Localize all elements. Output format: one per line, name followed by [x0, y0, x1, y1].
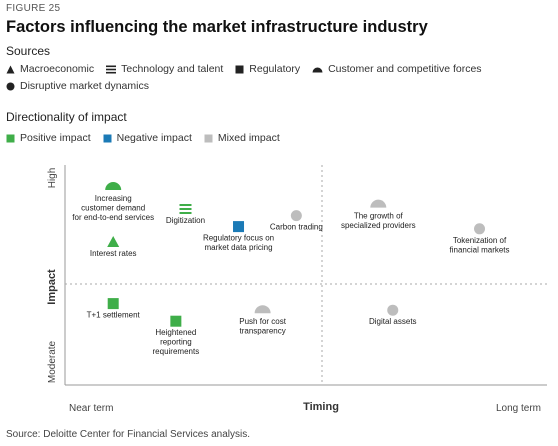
sources-legend-row-1: Macroeconomic Technology and talent Regu…	[6, 63, 494, 75]
data-point-5: Tokenization of financial markets	[450, 223, 510, 254]
circle-marker	[290, 210, 302, 222]
mixed-swatch-icon	[204, 134, 213, 142]
negative-swatch-icon	[103, 134, 112, 142]
legend-item-technology: Technology and talent	[106, 63, 223, 75]
figure-label: FIGURE 25	[6, 3, 61, 14]
legend-item-mixed: Mixed impact	[204, 132, 280, 144]
legend-label: Macroeconomic	[20, 63, 95, 75]
data-label: Interest rates	[90, 249, 137, 258]
legend-item-disruptive: Disruptive market dynamics	[6, 80, 149, 92]
chart-title: Factors influencing the market infrastru…	[6, 18, 428, 36]
y-axis-label: Impact	[46, 269, 58, 305]
square-icon	[235, 65, 244, 73]
data-label: Tokenization of financial markets	[450, 236, 510, 255]
positive-swatch-icon	[6, 134, 15, 142]
data-point-7: T+1 settlement	[87, 298, 141, 320]
legend-item-regulatory: Regulatory	[235, 63, 300, 75]
legend-label: Positive impact	[20, 132, 91, 144]
square-marker	[107, 298, 119, 310]
data-label: Digital assets	[369, 317, 417, 326]
half-circle-marker	[254, 305, 271, 314]
sources-legend-row-2: Disruptive market dynamics	[6, 80, 161, 92]
x-axis-label: Timing	[303, 401, 339, 413]
data-label: Heightened reporting requirements	[153, 328, 200, 356]
data-label: T+1 settlement	[87, 311, 141, 320]
legend-label: Mixed impact	[217, 132, 280, 144]
triangle-icon	[6, 65, 15, 73]
x-tick-label-near-term: Near term	[69, 403, 113, 414]
data-point-0: Increasing customer demand for end-to-end …	[72, 182, 154, 222]
triangle-marker	[107, 236, 120, 247]
half-circle-marker	[105, 182, 122, 190]
legend-item-positive: Positive impact	[6, 132, 91, 144]
stacked-lines-icon	[106, 65, 117, 73]
data-point-8: Push for cost transparency	[239, 305, 287, 336]
legend-item-negative: Negative impact	[103, 132, 192, 144]
source-footnote: Source: Deloitte Center for Financial Se…	[6, 429, 250, 440]
data-point-4: Regulatory focus on market data pricing	[203, 221, 274, 252]
y-tick-label-moderate: Moderate	[47, 340, 58, 383]
directionality-heading: Directionality of impact	[6, 110, 127, 124]
data-point-10: Heightened reporting requirements	[153, 315, 200, 356]
y-tick-label-high: High	[47, 168, 58, 189]
legend-label: Technology and talent	[121, 63, 224, 75]
legend-label: Customer and competitive forces	[328, 63, 482, 75]
circle-icon	[6, 82, 15, 90]
data-point-1: Digitization	[166, 204, 205, 225]
half-circle-marker	[370, 199, 387, 208]
directionality-legend: Positive impact Negative impact Mixed im…	[6, 132, 292, 144]
data-label: Push for cost transparency	[239, 317, 286, 336]
data-label: Carbon trading	[270, 223, 323, 232]
square-marker	[170, 315, 182, 327]
data-point-3: The growth of specialized providers	[341, 199, 416, 231]
data-label: Digitization	[166, 216, 205, 225]
sources-heading: Sources	[6, 44, 51, 58]
data-point-6: Interest rates	[90, 236, 137, 258]
circle-marker	[387, 304, 399, 316]
chart-marks: Increasing customer demand for end-to-end …	[72, 182, 510, 356]
legend-label: Disruptive market dynamics	[20, 80, 149, 92]
circle-marker	[474, 223, 486, 235]
half-circle-icon	[312, 67, 323, 72]
legend-label: Negative impact	[116, 132, 192, 144]
square-marker	[233, 221, 245, 233]
x-tick-label-long-term: Long term	[496, 403, 541, 414]
stacked-lines-marker	[179, 204, 192, 214]
data-label: Increasing customer demand for end-to-end …	[72, 194, 154, 222]
legend-item-macroeconomic: Macroeconomic	[6, 63, 94, 75]
data-point-2: Carbon trading	[270, 210, 323, 232]
legend-item-customer: Customer and competitive forces	[312, 63, 482, 75]
data-label: The growth of specialized providers	[341, 212, 416, 231]
data-label: Regulatory focus on market data pricing	[203, 234, 274, 253]
legend-label: Regulatory	[249, 63, 301, 75]
data-point-9: Digital assets	[369, 304, 417, 326]
